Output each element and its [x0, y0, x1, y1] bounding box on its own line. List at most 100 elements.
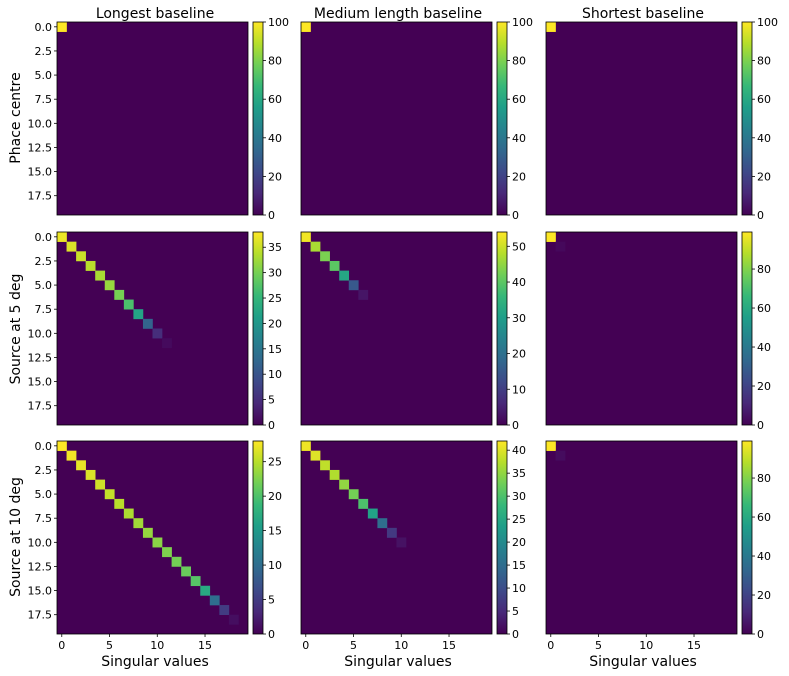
x-tick-label: 15	[198, 639, 212, 652]
heatmap-cell	[546, 22, 556, 32]
x-tick-label: 15	[687, 639, 701, 652]
x-tick-label: 5	[106, 639, 113, 652]
colorbar-tick-label: 40	[757, 132, 771, 145]
y-tick-label: 0.0	[35, 231, 53, 244]
y-tick-label: 15.0	[28, 585, 53, 598]
y-tick-label: 12.5	[28, 141, 53, 154]
y-tick-label: 7.5	[35, 512, 53, 525]
x-tick-label: 0	[547, 639, 554, 652]
y-tick-label: 5.0	[35, 488, 53, 501]
panel-frame	[56, 231, 249, 426]
column-title-longest: Longest baseline	[96, 6, 214, 22]
heatmap-cell	[66, 241, 77, 252]
colorbar	[252, 231, 264, 426]
colorbar-tick-label: 0	[757, 628, 764, 641]
heatmap-cell	[76, 460, 86, 471]
heatmap-cell	[301, 22, 311, 32]
colorbar-tick-label: 100	[512, 16, 533, 29]
colorbar-tick-label: 15	[268, 525, 282, 538]
heatmap-cell	[329, 469, 340, 480]
heatmap-cell	[114, 498, 125, 509]
heatmap-cell	[152, 537, 163, 548]
panel-frame	[300, 440, 493, 635]
xlabel-col2: Singular values	[344, 654, 452, 670]
colorbar	[741, 440, 753, 635]
panel-frame	[545, 21, 738, 216]
heatmap-cell	[95, 479, 106, 490]
heatmap-cell	[339, 479, 350, 490]
colorbar-tick-label: 50	[512, 240, 526, 253]
colorbar-tick-label: 100	[268, 16, 289, 29]
colorbar-tick-label: 100	[757, 16, 778, 29]
column-titles: Longest baseline Medium length baseline …	[96, 6, 704, 22]
heatmap-cell	[57, 22, 67, 32]
heatmap-cell	[301, 232, 311, 242]
colorbar-tick-label: 25	[268, 292, 282, 305]
colorbar-tick-label: 0	[757, 209, 764, 222]
colorbar-tick-label: 0	[512, 628, 519, 641]
colorbar-tick-label: 0	[757, 419, 764, 432]
y-tick-label: 10.0	[28, 117, 53, 130]
y-tick-label: 2.5	[35, 255, 53, 268]
column-title-medium: Medium length baseline	[314, 6, 482, 22]
heatmap-cell	[348, 489, 359, 500]
x-axis-labels: Singular values Singular values Singular…	[101, 654, 697, 670]
colorbar-tick-label: 80	[757, 55, 771, 68]
y-tick-label: 10.0	[28, 327, 53, 340]
colorbar-tick-label: 20	[512, 348, 526, 361]
heatmap-panels: 0.02.55.07.510.012.515.017.5020406080100…	[28, 16, 779, 652]
x-tick-label: 0	[58, 639, 65, 652]
colorbar-tick-label: 15	[268, 343, 282, 356]
heatmap-cell	[95, 270, 106, 281]
row-labels: Phace centre Source at 5 deg Source at 1…	[8, 72, 24, 597]
heatmap-cell	[301, 441, 311, 451]
colorbar-tick-label: 60	[757, 511, 771, 524]
heatmap-cell	[320, 251, 330, 262]
heatmap-cell	[190, 576, 201, 587]
colorbar-tick-label: 40	[268, 132, 282, 145]
panel-frame	[56, 440, 249, 635]
heatmap-panel-5: 0 10 20 30 40 50	[300, 231, 526, 432]
colorbar-tick-label: 20	[512, 170, 526, 183]
heatmap-cell	[85, 469, 96, 480]
y-tick-label: 15.0	[28, 376, 53, 389]
y-tick-label: 17.5	[28, 190, 53, 203]
y-tick-label: 0.0	[35, 21, 53, 34]
colorbar-tick-label: 10	[268, 559, 282, 572]
colorbar-tick-label: 40	[757, 550, 771, 563]
heatmap-cell	[162, 338, 172, 349]
heatmap-cell	[358, 498, 369, 509]
colorbar-tick-label: 60	[757, 93, 771, 106]
colorbar-tick-label: 60	[512, 93, 526, 106]
heatmap-cell	[133, 518, 144, 529]
x-tick-label: 5	[350, 639, 357, 652]
colorbar	[252, 440, 264, 635]
heatmap-cell	[123, 508, 134, 519]
heatmap-background	[546, 22, 737, 215]
heatmap-panel-7: 0.0 2.5 5.0 7.5 10.0 12.5 15.0 17.5 0 5 10 15 0 5 10 15…	[28, 440, 283, 652]
heatmap-cell	[85, 260, 96, 271]
colorbar-tick-label: 10	[512, 383, 526, 396]
row-label-10deg: Source at 10 deg	[8, 477, 24, 597]
colorbar-tick-label: 25	[268, 456, 282, 469]
y-tick-label: 5.0	[35, 69, 53, 82]
colorbar-tick-label: 35	[268, 241, 282, 254]
heatmap-cell	[57, 441, 67, 451]
colorbar-tick-label: 0	[512, 419, 519, 432]
colorbar-tick-label: 20	[757, 380, 771, 393]
heatmap-cell	[57, 232, 67, 242]
heatmap-cell	[162, 547, 172, 558]
x-tick-label: 0	[302, 639, 309, 652]
heatmap-cell	[171, 556, 182, 567]
heatmap-background	[57, 22, 248, 215]
colorbar-tick-label: 30	[268, 267, 282, 280]
heatmap-cell	[348, 280, 359, 291]
column-title-shortest: Shortest baseline	[582, 6, 704, 22]
x-tick-label: 10	[394, 639, 408, 652]
y-tick-label: 0.0	[35, 440, 53, 453]
y-tick-label: 7.5	[35, 303, 53, 316]
colorbar-tick-label: 80	[757, 263, 771, 276]
heatmap-cell	[329, 260, 340, 271]
heatmap-cell	[555, 241, 566, 252]
